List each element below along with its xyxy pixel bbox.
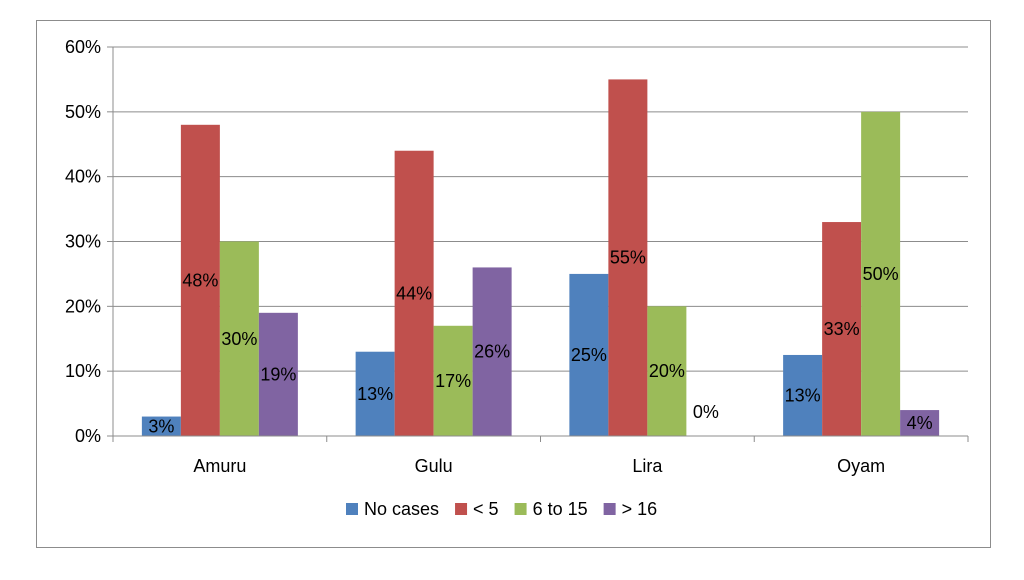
bar (822, 222, 862, 436)
bar (180, 124, 220, 437)
y-tick-label: 50% (65, 102, 101, 122)
axes (107, 46, 969, 442)
y-axis-tick-labels: 0% 10% 20% 30% 40% 50% 60% (65, 37, 101, 446)
bars (141, 79, 940, 437)
data-label: 17% (435, 371, 471, 391)
x-category-label: Oyam (837, 456, 885, 476)
bar (861, 111, 901, 436)
x-axis-category-labels: Amuru Gulu Lira Oyam (193, 456, 885, 476)
data-label: 33% (824, 319, 860, 339)
legend-entry: 6 to 15 (533, 499, 588, 519)
x-category-label: Lira (632, 456, 663, 476)
data-label: 26% (474, 342, 510, 362)
data-label: 19% (260, 364, 296, 384)
bar (355, 351, 395, 436)
legend-swatch (346, 503, 358, 515)
bar (608, 79, 648, 437)
legend-entry: > 16 (622, 499, 658, 519)
bar (569, 273, 609, 436)
data-label: 44% (396, 283, 432, 303)
data-label: 13% (357, 384, 393, 404)
bar (141, 416, 181, 436)
legend: No cases < 5 6 to 15 > 16 (346, 499, 657, 519)
legend-swatch (514, 503, 527, 515)
bar (783, 354, 823, 436)
data-label: 13% (785, 385, 821, 405)
y-tick-label: 20% (65, 296, 101, 316)
bar (472, 267, 512, 436)
y-tick-label: 60% (65, 37, 101, 57)
legend-entry: No cases (364, 499, 439, 519)
x-category-label: Gulu (415, 456, 453, 476)
legend-swatch (455, 503, 468, 515)
data-labels: 3% 48% 30%19% 13% 44% 17%26% 25% 55% 20% 0% 13% 33%… (148, 248, 932, 437)
data-label: 3% (148, 416, 174, 436)
bar (219, 241, 259, 436)
data-label: 0% (693, 402, 719, 422)
data-label: 4% (907, 413, 933, 433)
data-label: 50% (863, 264, 899, 284)
x-category-label: Amuru (193, 456, 246, 476)
data-label: 55% (610, 248, 646, 268)
y-tick-label: 0% (75, 426, 101, 446)
data-label: 30% (221, 329, 257, 349)
bar (647, 306, 687, 436)
data-label: 25% (571, 345, 607, 365)
bar (258, 312, 298, 436)
data-label: 20% (649, 361, 685, 381)
legend-swatch (603, 503, 616, 515)
bar (433, 325, 473, 436)
bar (900, 410, 940, 436)
data-label: 48% (182, 270, 218, 290)
y-tick-label: 30% (65, 232, 101, 252)
y-tick-label: 10% (65, 361, 101, 381)
legend-entry: < 5 (473, 499, 499, 519)
bar (394, 150, 434, 436)
y-tick-label: 40% (65, 167, 101, 187)
